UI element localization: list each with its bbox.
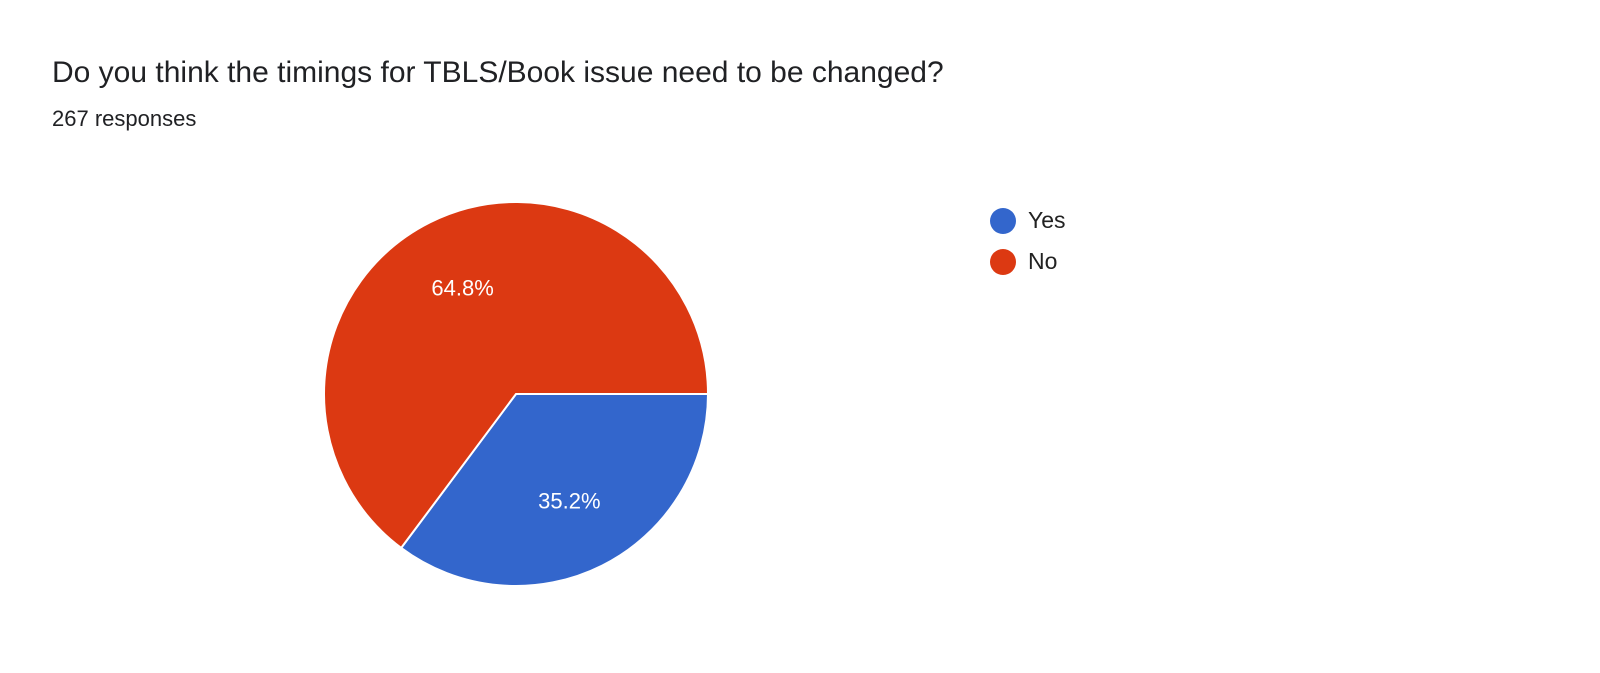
legend-swatch-no xyxy=(990,248,1016,275)
response-count: 267 responses xyxy=(52,106,197,131)
chart-title: Do you think the timings for TBLS/Book i… xyxy=(52,56,944,89)
legend-swatch-yes xyxy=(990,207,1016,234)
legend-label-yes: Yes xyxy=(1028,207,1066,233)
legend-label-no: No xyxy=(1028,248,1058,274)
legend-item-yes[interactable]: Yes xyxy=(990,200,1066,241)
legend-item-no[interactable]: No xyxy=(990,241,1066,282)
data-label-no: 64.8% xyxy=(431,276,493,301)
pie-slice-no[interactable] xyxy=(323,201,710,550)
data-label-yes: 35.2% xyxy=(538,488,600,513)
legend: Yes No xyxy=(990,200,1066,282)
pie-slice-yes[interactable] xyxy=(399,393,710,587)
